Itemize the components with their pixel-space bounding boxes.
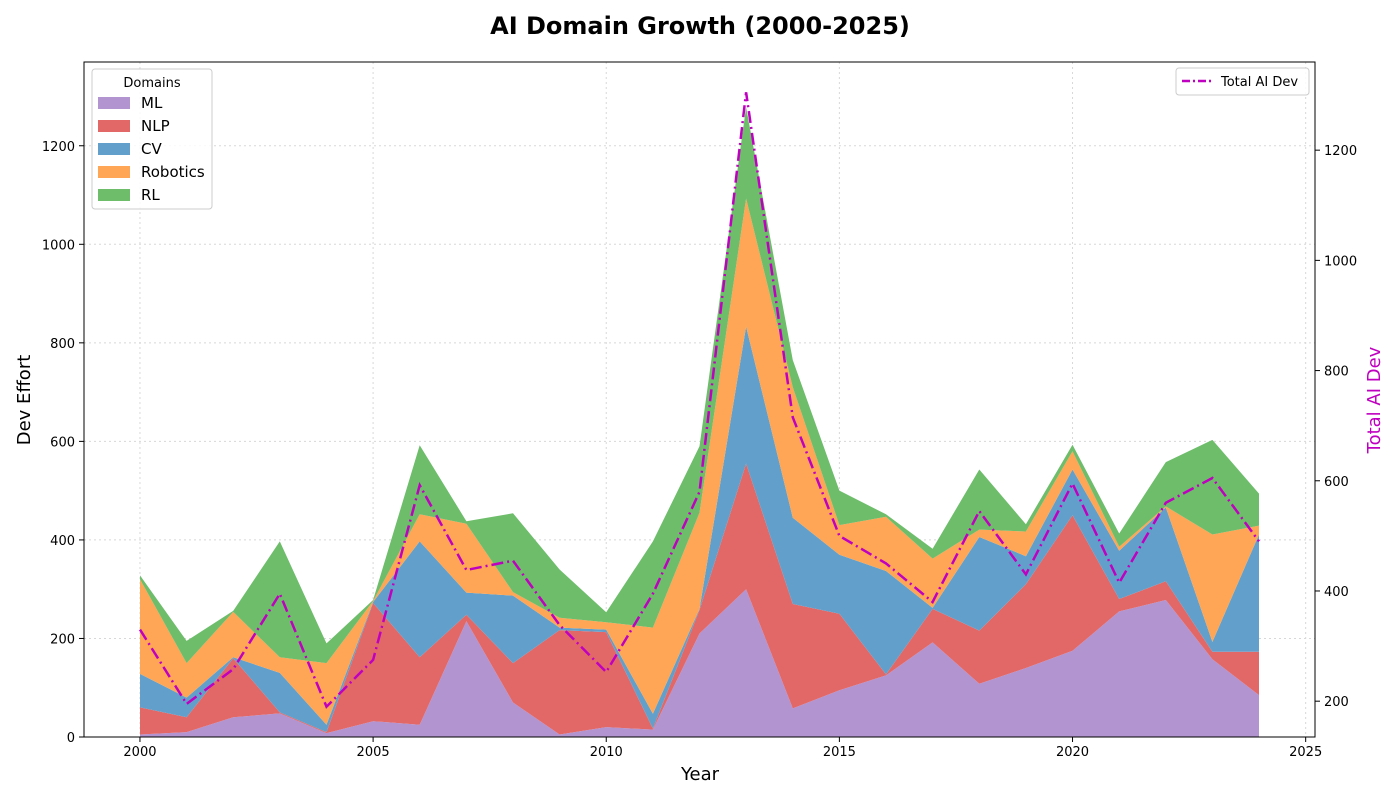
x-axis-ticks: 2000 2005 2010 2015 2020 2025 [123, 737, 1322, 760]
right-tick-label: 1200 [1324, 144, 1357, 159]
legend-box-right [1175, 67, 1310, 96]
y-tick-label: 600 [50, 435, 75, 450]
legend-swatch-ml [98, 97, 130, 109]
legend-swatch-robotics [98, 166, 130, 178]
plot-frame [83, 61, 1316, 738]
x-tick-label: 2020 [1056, 745, 1089, 760]
y-axis-ticks: 0 200 400 600 800 1000 1200 [42, 140, 84, 746]
legend-label: RL [141, 186, 160, 204]
legend-swatch-cv [98, 143, 130, 155]
legend-label: NLP [141, 117, 170, 135]
legend-title: Domains [123, 76, 180, 91]
total-legend: Total AI Dev [1175, 67, 1310, 96]
legend-swatch-nlp [98, 120, 130, 132]
right-axis-ticks: 200 400 600 800 1000 1200 [1315, 144, 1357, 710]
y-axis-title: Dev Effort [14, 355, 35, 446]
total-ai-dev-line [138, 92, 1261, 709]
right-tick-label: 200 [1324, 695, 1349, 710]
x-tick-label: 2005 [357, 745, 390, 760]
legend-label: ML [141, 94, 163, 112]
right-tick-label: 400 [1324, 585, 1349, 600]
chart-title: AI Domain Growth (2000-2025) [490, 12, 910, 40]
area-nlp [140, 463, 1259, 735]
x-tick-label: 2025 [1289, 745, 1322, 760]
legend-swatch-rl [98, 189, 130, 201]
y-tick-label: 1000 [42, 238, 75, 253]
y-tick-label: 200 [50, 632, 75, 647]
total-line-layer [138, 92, 1261, 709]
legend-label: CV [141, 140, 162, 158]
area-cv [140, 326, 1259, 733]
y-tick-label: 0 [67, 731, 75, 746]
area-rl [140, 107, 1259, 664]
right-tick-label: 1000 [1324, 254, 1357, 269]
legend-label: Robotics [141, 163, 205, 181]
legend-label-total: Total AI Dev [1220, 75, 1298, 90]
right-tick-label: 800 [1324, 365, 1349, 380]
y-tick-label: 800 [50, 337, 75, 352]
domains-legend: Domains ML NLP CV Robotics RL [91, 68, 213, 210]
stacked-areas [140, 107, 1259, 737]
y-tick-label: 400 [50, 534, 75, 549]
x-tick-label: 2015 [823, 745, 856, 760]
x-tick-label: 2010 [590, 745, 623, 760]
right-axis-title: Total AI Dev [1364, 346, 1385, 454]
area-ml [140, 589, 1259, 737]
right-tick-label: 600 [1324, 475, 1349, 490]
x-tick-label: 2000 [123, 745, 156, 760]
x-axis-title: Year [680, 764, 720, 785]
y-tick-label: 1200 [42, 140, 75, 155]
